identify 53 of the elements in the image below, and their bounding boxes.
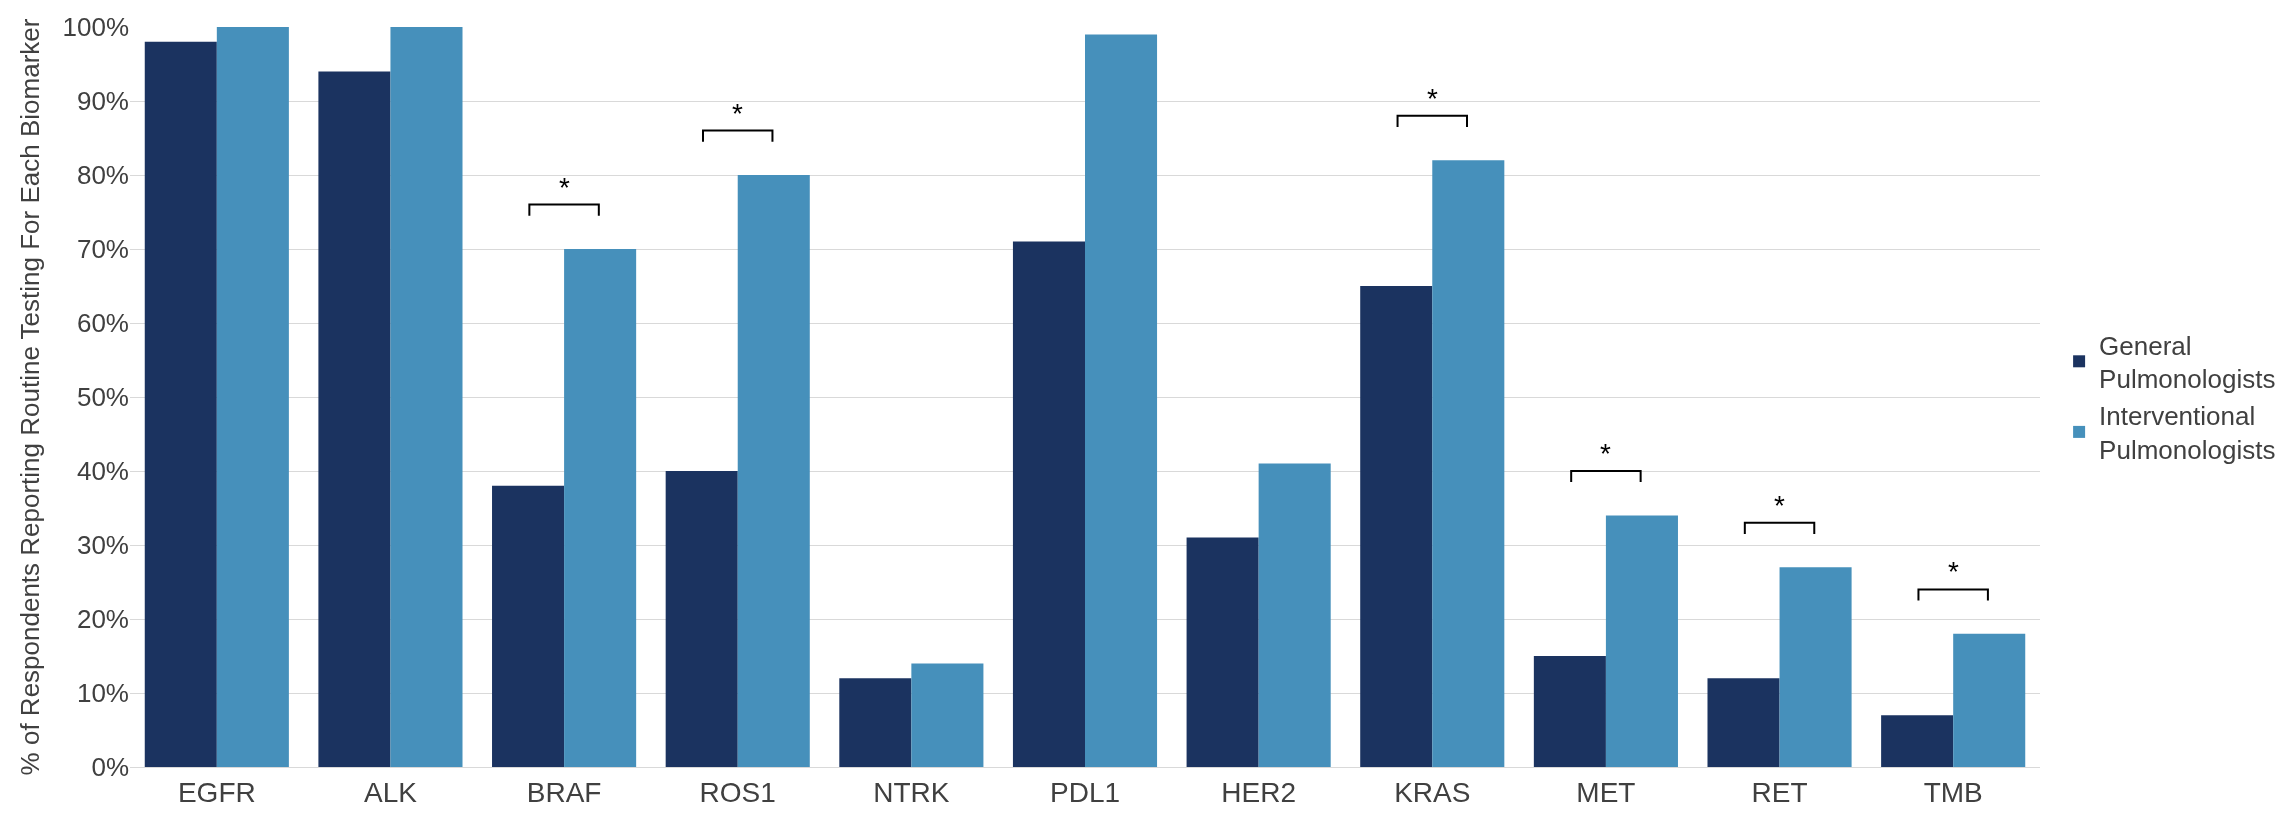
y-tick-label: 0% xyxy=(91,752,129,783)
bar xyxy=(390,27,463,767)
y-tick-label: 90% xyxy=(76,86,129,117)
bar xyxy=(839,678,912,767)
y-axis-title: % of Respondents Reporting Routine Testing For Each Biomarker xyxy=(14,18,45,776)
annotation: * xyxy=(1427,83,1438,114)
bar xyxy=(1779,567,1852,767)
bar xyxy=(1707,678,1780,767)
bar xyxy=(737,175,810,767)
bar xyxy=(216,27,289,767)
x-tick-label: NTRK xyxy=(873,776,950,808)
x-tick-label: KRAS xyxy=(1394,776,1471,808)
bar xyxy=(1432,160,1505,767)
y-tick-label: 40% xyxy=(76,456,129,487)
bar xyxy=(1953,633,2026,767)
x-tick-label: PDL1 xyxy=(1049,776,1121,808)
bar xyxy=(564,249,637,767)
bar xyxy=(144,41,217,767)
bar xyxy=(665,471,738,767)
bar xyxy=(1012,241,1085,767)
annotation: * xyxy=(1774,490,1785,521)
y-tick-label: 20% xyxy=(76,604,129,635)
bar xyxy=(911,663,984,767)
x-tick-label: RET xyxy=(1751,776,1808,808)
bar xyxy=(1533,656,1606,767)
bar xyxy=(492,485,565,767)
annotation: * xyxy=(1600,438,1611,469)
annotation: * xyxy=(559,172,570,203)
y-tick-label: 50% xyxy=(76,382,129,413)
bar xyxy=(318,71,391,767)
y-tick-label: 70% xyxy=(76,234,129,265)
bar xyxy=(1605,515,1678,767)
x-tick-label: MET xyxy=(1576,776,1636,808)
annotation: * xyxy=(1948,556,1959,587)
x-tick-label: TMB xyxy=(1923,776,1983,808)
x-tick-label: ROS1 xyxy=(699,776,776,808)
bar xyxy=(1881,715,1954,767)
y-tick-label: 60% xyxy=(76,308,129,339)
bar xyxy=(1258,463,1331,767)
x-tick-label: EGFR xyxy=(177,776,256,808)
x-tick-label: HER2 xyxy=(1221,776,1296,808)
bar xyxy=(1360,286,1433,767)
bar xyxy=(1085,34,1158,767)
legend-label: General Pulmonologists xyxy=(2099,330,2276,395)
legend-label: Interventional Pulmonologists xyxy=(2099,401,2276,465)
y-tick-label: 100% xyxy=(62,12,129,43)
y-tick-label: 30% xyxy=(76,530,129,561)
y-tick-label: 10% xyxy=(76,678,129,709)
y-tick-label: 80% xyxy=(76,160,129,191)
annotation: * xyxy=(732,98,743,129)
bar xyxy=(1186,537,1259,767)
x-tick-label: ALK xyxy=(363,776,418,808)
x-tick-label: BRAF xyxy=(526,776,602,808)
